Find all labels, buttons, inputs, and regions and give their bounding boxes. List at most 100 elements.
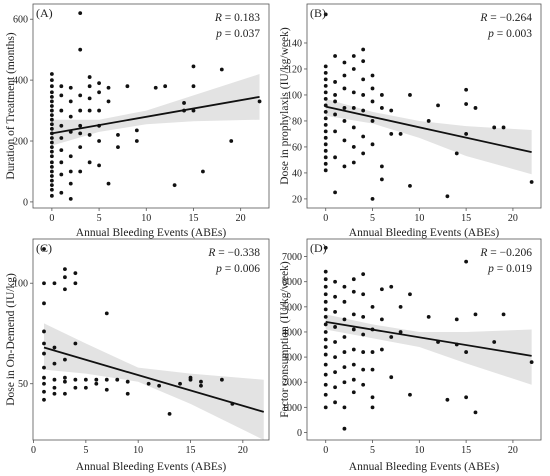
data-point: [63, 375, 67, 380]
data-point: [59, 93, 64, 98]
data-point: [333, 340, 337, 344]
regression-line: [43, 346, 265, 413]
data-point: [42, 375, 46, 380]
data-point: [323, 148, 328, 153]
data-point: [361, 47, 366, 52]
data-point: [49, 169, 54, 174]
data-point: [106, 85, 111, 90]
x-tick-label: 5: [97, 213, 102, 224]
data-point: [464, 259, 469, 264]
data-point: [42, 397, 46, 402]
data-point: [104, 311, 109, 316]
data-point: [408, 184, 412, 188]
data-point: [379, 177, 384, 182]
data-point: [52, 361, 57, 366]
plot-frame: [32, 238, 270, 441]
data-point: [49, 178, 54, 183]
data-point: [351, 362, 356, 367]
data-point: [116, 133, 120, 137]
data-point: [351, 289, 356, 294]
data-point: [454, 317, 459, 322]
data-point: [63, 267, 67, 272]
data-point: [52, 281, 57, 286]
plot-frame: [306, 238, 542, 441]
x-tick-label: 10: [414, 213, 424, 224]
data-point: [333, 112, 337, 117]
x-tick-label: 15: [186, 445, 196, 456]
data-point: [59, 108, 64, 113]
x-tick-label: 20: [508, 445, 518, 456]
data-point: [398, 132, 403, 136]
data-point: [333, 99, 337, 104]
data-point: [473, 312, 478, 317]
data-point: [52, 385, 57, 390]
x-tick-label: 5: [370, 213, 375, 224]
data-point: [389, 284, 394, 289]
data-point: [97, 108, 101, 113]
data-point: [87, 75, 92, 79]
data-point: [342, 317, 347, 322]
data-point: [323, 345, 328, 349]
data-point: [49, 136, 54, 140]
data-point: [94, 381, 99, 386]
data-point: [49, 122, 54, 127]
y-tick-label: 3000: [282, 353, 302, 364]
y-tick-label: 50: [18, 379, 28, 390]
r-statistic: R = −0.264: [479, 12, 532, 24]
y-tick-label: 100: [13, 279, 28, 290]
data-point: [323, 161, 328, 166]
data-point: [68, 99, 73, 104]
y-tick-label: 60: [292, 142, 302, 153]
data-point: [104, 377, 109, 382]
data-point: [87, 160, 92, 165]
data-point: [389, 132, 394, 136]
data-point: [87, 96, 92, 101]
data-point: [323, 269, 328, 274]
y-tick-label: 40: [292, 168, 302, 179]
confidence-band: [43, 323, 264, 440]
y-tick-label: 100: [287, 90, 302, 101]
x-tick-label: 15: [461, 213, 471, 224]
y-tick-label: 80: [292, 116, 302, 127]
data-point: [323, 135, 328, 140]
y-tick-label: 400: [13, 76, 28, 87]
data-point: [63, 275, 67, 280]
y-tick-label: 6000: [282, 277, 302, 288]
data-point: [125, 391, 130, 396]
data-point: [351, 90, 356, 95]
data-point: [163, 84, 168, 89]
data-point: [323, 155, 328, 160]
data-point: [492, 125, 497, 130]
x-tick-label: 5: [83, 445, 88, 456]
data-point: [42, 389, 46, 394]
data-points: [42, 247, 235, 416]
data-point: [52, 345, 57, 350]
data-points: [49, 11, 262, 201]
data-point: [49, 94, 54, 99]
data-point: [464, 102, 469, 106]
data-point: [323, 382, 328, 387]
data-point: [323, 405, 328, 410]
data-point: [68, 169, 73, 174]
data-point: [59, 123, 64, 128]
data-point: [188, 375, 193, 380]
data-point: [49, 193, 54, 198]
data-point: [370, 197, 375, 201]
data-point: [78, 123, 83, 128]
y-tick-label: 2000: [282, 378, 302, 389]
panel-label: (C): [36, 241, 52, 255]
x-axis-title: Annual Bleeding Events (ABEs): [349, 461, 500, 473]
data-point: [351, 377, 356, 382]
data-point: [178, 381, 182, 386]
data-point: [454, 151, 459, 156]
data-point: [146, 381, 151, 386]
data-point: [473, 410, 478, 415]
data-point: [323, 109, 328, 114]
data-point: [49, 117, 54, 122]
data-point: [59, 84, 64, 89]
data-point: [116, 145, 120, 150]
data-point: [333, 400, 337, 405]
data-point: [78, 47, 83, 52]
data-point: [49, 84, 54, 89]
